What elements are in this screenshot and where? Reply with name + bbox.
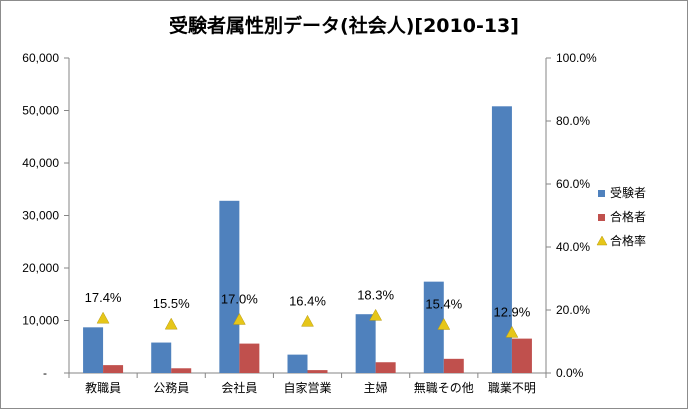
legend-swatch bbox=[596, 235, 608, 246]
left-tick-label: 30,000 bbox=[22, 209, 59, 223]
pass-rate-marker bbox=[437, 317, 451, 330]
pass-rate-marker bbox=[505, 325, 519, 338]
right-tick-label: 80.0% bbox=[556, 114, 590, 128]
category-label: 職業不明 bbox=[488, 381, 536, 395]
category-label: 自家営業 bbox=[283, 380, 331, 395]
left-tick-label: 50,000 bbox=[22, 104, 59, 118]
pass-rate-marker bbox=[96, 311, 110, 324]
pass-rate-label: 17.0% bbox=[221, 291, 258, 306]
right-tick-label: 40.0% bbox=[556, 240, 590, 254]
pass-rate-label: 16.4% bbox=[289, 293, 326, 308]
pass-rate-label: 17.4% bbox=[85, 290, 122, 305]
pass-rate-label: 18.3% bbox=[357, 287, 394, 302]
legend-label: 受験者 bbox=[610, 185, 646, 200]
bar-passers bbox=[375, 362, 396, 373]
legend-label: 合格者 bbox=[610, 209, 646, 224]
pass-rate-label: 15.4% bbox=[425, 296, 462, 311]
bar-examinees bbox=[355, 314, 376, 373]
left-tick-label: 20,000 bbox=[22, 261, 59, 275]
bar-passers bbox=[307, 370, 328, 373]
right-tick-label: 60.0% bbox=[556, 177, 590, 191]
bar-examinees bbox=[151, 342, 172, 373]
bar-passers bbox=[443, 358, 464, 373]
right-tick-label: 100.0% bbox=[556, 51, 597, 65]
category-label: 教職員 bbox=[85, 380, 121, 395]
category-label: 主婦 bbox=[364, 380, 388, 395]
legend-swatch bbox=[598, 214, 605, 221]
chart-title: 受験者属性別データ(社会人)[2010-13] bbox=[169, 15, 519, 37]
bar-examinees bbox=[287, 354, 308, 373]
pass-rate-marker bbox=[301, 314, 314, 327]
left-tick-label: - bbox=[43, 366, 47, 380]
bar-passers bbox=[239, 343, 260, 373]
category-label: 会社員 bbox=[221, 380, 257, 395]
legend-swatch bbox=[598, 190, 605, 197]
pass-rate-label: 15.5% bbox=[153, 296, 190, 311]
legend-label: 合格率 bbox=[610, 233, 646, 248]
bar-passers bbox=[171, 368, 192, 373]
bar-examinees bbox=[219, 200, 240, 373]
left-tick-label: 10,000 bbox=[22, 314, 59, 328]
pass-rate-marker bbox=[232, 312, 246, 325]
bar-passers bbox=[511, 338, 532, 373]
category-label: 公務員 bbox=[153, 381, 189, 395]
bar-examinees bbox=[423, 281, 444, 373]
right-tick-label: 0.0% bbox=[556, 366, 584, 380]
bar-examinees bbox=[83, 327, 104, 373]
pass-rate-marker bbox=[369, 308, 383, 321]
left-tick-label: 60,000 bbox=[22, 51, 59, 65]
bar-examinees bbox=[491, 106, 512, 374]
category-label: 無職その他 bbox=[414, 380, 474, 395]
pass-rate-marker bbox=[164, 317, 178, 330]
pass-rate-label: 12.9% bbox=[493, 304, 530, 319]
left-tick-label: 40,000 bbox=[22, 156, 59, 170]
bar-passers bbox=[103, 365, 124, 373]
right-tick-label: 20.0% bbox=[556, 303, 590, 317]
